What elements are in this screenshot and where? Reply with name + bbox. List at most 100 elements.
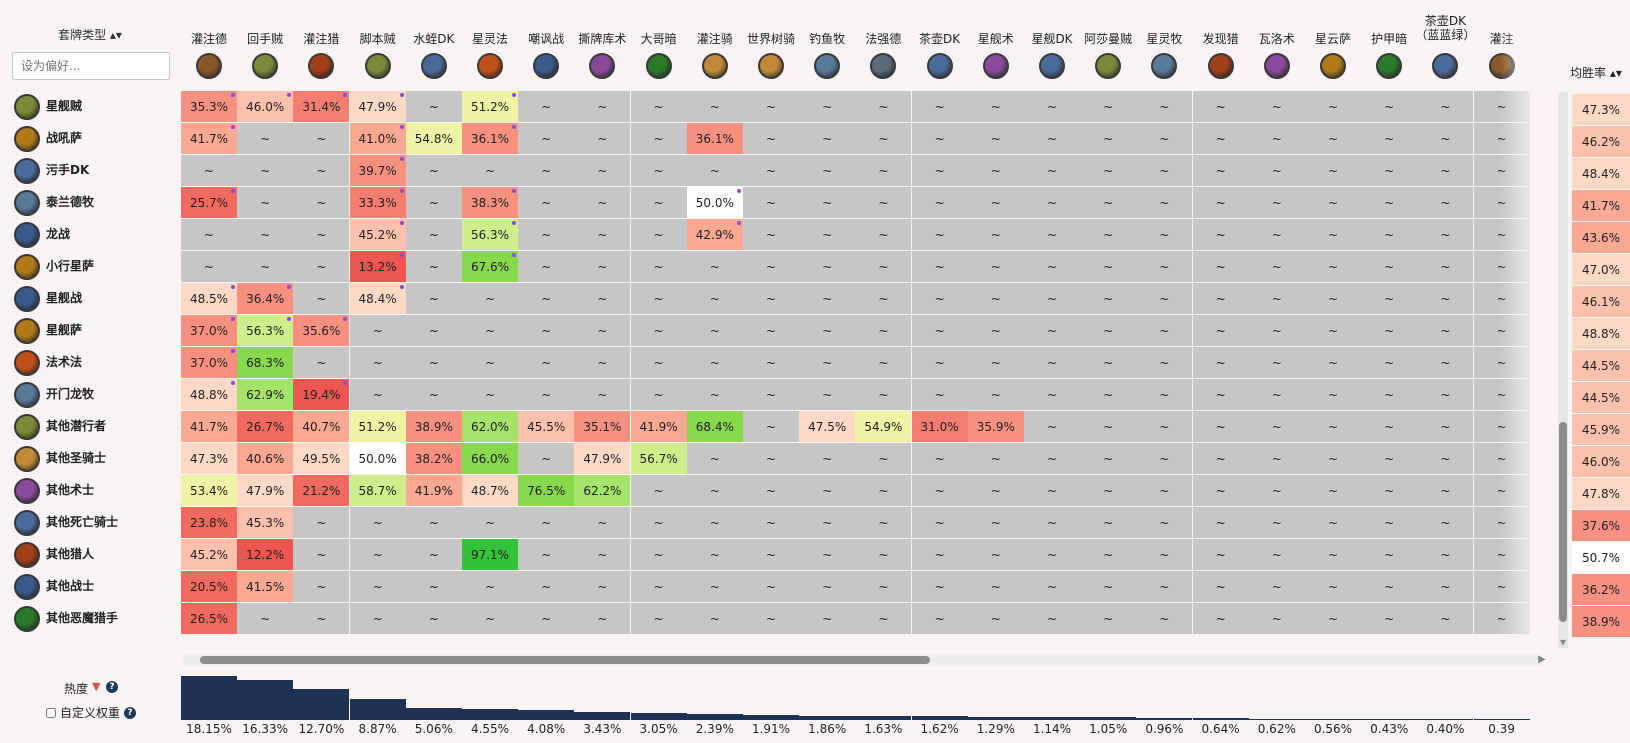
- matchup-cell[interactable]: ~: [1080, 379, 1137, 410]
- matchup-cell[interactable]: ~: [686, 443, 743, 474]
- matchup-cell[interactable]: ~: [349, 507, 406, 538]
- matchup-cell[interactable]: ~: [1136, 155, 1193, 186]
- matchup-cell[interactable]: 35.1%: [574, 411, 631, 442]
- matchup-cell[interactable]: ~: [1473, 475, 1530, 506]
- matchup-cell[interactable]: 54.8%: [405, 123, 462, 154]
- matchup-cell[interactable]: ~: [462, 155, 518, 186]
- matchup-cell[interactable]: ~: [1136, 315, 1193, 346]
- matchup-cell[interactable]: ~: [237, 603, 294, 634]
- matchup-cell[interactable]: ~: [630, 539, 687, 570]
- matchup-cell[interactable]: ~: [1136, 347, 1193, 378]
- matchup-cell[interactable]: ~: [181, 155, 237, 186]
- matchup-cell[interactable]: ~: [1361, 379, 1418, 410]
- matchup-cell[interactable]: ~: [1417, 507, 1474, 538]
- matchup-cell[interactable]: ~: [1080, 539, 1137, 570]
- matchup-cell[interactable]: ~: [967, 539, 1024, 570]
- matchup-cell[interactable]: ~: [743, 123, 799, 154]
- winrate-header[interactable]: 均胜率 ▴▾: [1568, 0, 1630, 86]
- matchup-cell[interactable]: ~: [911, 315, 968, 346]
- matchup-cell[interactable]: ~: [686, 283, 743, 314]
- matchup-cell[interactable]: ~: [799, 187, 856, 218]
- matchup-cell[interactable]: ~: [1136, 603, 1193, 634]
- matchup-cell[interactable]: 31.4%: [293, 91, 350, 122]
- matchup-cell[interactable]: 37.0%: [181, 347, 237, 378]
- matchup-cell[interactable]: ~: [349, 539, 406, 570]
- matchup-cell[interactable]: ~: [686, 571, 743, 602]
- matchup-cell[interactable]: ~: [1192, 379, 1249, 410]
- matchup-cell[interactable]: ~: [1024, 443, 1080, 474]
- matchup-cell[interactable]: ~: [518, 347, 575, 378]
- matchup-cell[interactable]: ~: [293, 123, 350, 154]
- matchup-cell[interactable]: ~: [967, 251, 1024, 282]
- matchup-cell[interactable]: 50.0%: [349, 443, 406, 474]
- matchup-cell[interactable]: 41.0%: [349, 123, 406, 154]
- matchup-cell[interactable]: 31.0%: [911, 411, 968, 442]
- matchup-cell[interactable]: ~: [1192, 315, 1249, 346]
- column-header[interactable]: 水蛭DK: [405, 0, 463, 86]
- matchup-cell[interactable]: ~: [855, 283, 912, 314]
- row-header[interactable]: 开门龙牧: [0, 378, 180, 411]
- matchup-cell[interactable]: ~: [1024, 187, 1080, 218]
- matchup-cell[interactable]: ~: [911, 443, 968, 474]
- matchup-cell[interactable]: ~: [1417, 123, 1474, 154]
- matchup-cell[interactable]: ~: [518, 539, 575, 570]
- column-header[interactable]: 星灵法: [461, 0, 519, 86]
- matchup-cell[interactable]: ~: [855, 187, 912, 218]
- matchup-cell[interactable]: ~: [1305, 219, 1361, 250]
- row-header[interactable]: 其他死亡骑士: [0, 506, 180, 539]
- matchup-cell[interactable]: 58.7%: [349, 475, 406, 506]
- matchup-cell[interactable]: ~: [518, 187, 575, 218]
- matchup-cell[interactable]: ~: [911, 379, 968, 410]
- matchup-cell[interactable]: ~: [1305, 507, 1361, 538]
- matchup-cell[interactable]: ~: [743, 507, 799, 538]
- matchup-cell[interactable]: ~: [1473, 539, 1530, 570]
- matchup-cell[interactable]: ~: [855, 475, 912, 506]
- matchup-cell[interactable]: ~: [1248, 411, 1305, 442]
- matchup-cell[interactable]: ~: [686, 155, 743, 186]
- matchup-cell[interactable]: ~: [574, 539, 631, 570]
- column-header[interactable]: 灌注: [1473, 0, 1531, 86]
- matchup-cell[interactable]: ~: [799, 507, 856, 538]
- matchup-cell[interactable]: ~: [1024, 603, 1080, 634]
- matchup-cell[interactable]: ~: [574, 347, 631, 378]
- matchup-cell[interactable]: ~: [855, 507, 912, 538]
- matchup-cell[interactable]: ~: [574, 571, 631, 602]
- matchup-cell[interactable]: ~: [743, 251, 799, 282]
- matchup-cell[interactable]: ~: [1361, 251, 1418, 282]
- matchup-cell[interactable]: ~: [462, 283, 518, 314]
- matchup-cell[interactable]: 41.7%: [181, 411, 237, 442]
- matchup-cell[interactable]: ~: [349, 571, 406, 602]
- matchup-cell[interactable]: 37.0%: [181, 315, 237, 346]
- matchup-cell[interactable]: ~: [1136, 379, 1193, 410]
- popularity-help-icon[interactable]: ?: [106, 681, 118, 693]
- column-header[interactable]: 瓦洛术: [1248, 0, 1306, 86]
- matchup-cell[interactable]: ~: [518, 507, 575, 538]
- matchup-cell[interactable]: ~: [518, 123, 575, 154]
- matchup-cell[interactable]: ~: [518, 443, 575, 474]
- matchup-cell[interactable]: ~: [1136, 475, 1193, 506]
- matchup-cell[interactable]: ~: [855, 251, 912, 282]
- matchup-cell[interactable]: 51.2%: [462, 91, 518, 122]
- matchup-cell[interactable]: ~: [1080, 91, 1137, 122]
- matchup-cell[interactable]: ~: [405, 283, 462, 314]
- row-header[interactable]: 其他术士: [0, 474, 180, 507]
- matchup-cell[interactable]: ~: [1248, 507, 1305, 538]
- matchup-cell[interactable]: ~: [1417, 315, 1474, 346]
- matchup-cell[interactable]: ~: [1136, 283, 1193, 314]
- matchup-cell[interactable]: ~: [1192, 411, 1249, 442]
- matchup-cell[interactable]: ~: [1080, 571, 1137, 602]
- matchup-cell[interactable]: ~: [743, 603, 799, 634]
- matchup-cell[interactable]: ~: [1024, 571, 1080, 602]
- matchup-cell[interactable]: ~: [743, 411, 799, 442]
- matchup-cell[interactable]: 36.1%: [462, 123, 518, 154]
- matchup-cell[interactable]: ~: [1192, 219, 1249, 250]
- matchup-cell[interactable]: ~: [237, 123, 294, 154]
- matchup-cell[interactable]: ~: [1473, 443, 1530, 474]
- sort-desc-triangle-icon[interactable]: ▼: [92, 680, 101, 693]
- matchup-cell[interactable]: 50.0%: [686, 187, 743, 218]
- matchup-cell[interactable]: ~: [574, 219, 631, 250]
- matchup-cell[interactable]: ~: [1136, 571, 1193, 602]
- matchup-cell[interactable]: ~: [574, 507, 631, 538]
- column-header[interactable]: 法强德: [854, 0, 912, 86]
- matchup-cell[interactable]: ~: [1024, 347, 1080, 378]
